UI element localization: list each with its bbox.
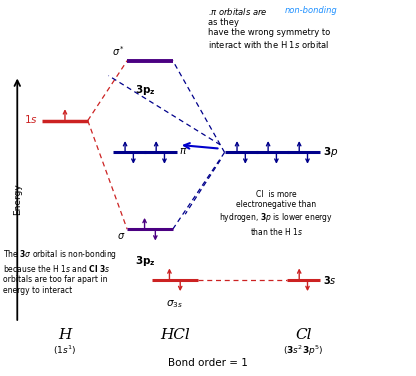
Text: Cl: Cl <box>295 327 312 341</box>
Text: $\sigma_{3s}$: $\sigma_{3s}$ <box>166 299 183 310</box>
Text: The $\mathbf{3}\sigma$ orbital is non-bonding
because the H 1$s$ and $\mathbf{Cl: The $\mathbf{3}\sigma$ orbital is non-bo… <box>3 248 117 294</box>
Text: $\sigma$: $\sigma$ <box>116 231 125 241</box>
Text: $\mathbf{3p_z}$: $\mathbf{3p_z}$ <box>136 83 156 97</box>
Text: as they
have the wrong symmetry to
interact with the H 1$s$ orbital: as they have the wrong symmetry to inter… <box>208 18 330 50</box>
Text: $(1s^1)$: $(1s^1)$ <box>53 343 77 357</box>
Text: $\mathbf{3}s$: $\mathbf{3}s$ <box>323 274 337 286</box>
Text: Energy: Energy <box>13 183 22 215</box>
Text: $(\mathbf{3}s^2\mathbf{3}p^5)$: $(\mathbf{3}s^2\mathbf{3}p^5)$ <box>283 343 324 358</box>
Text: H: H <box>58 327 72 341</box>
Text: $\mathbf{3p_z}$: $\mathbf{3p_z}$ <box>136 253 156 268</box>
Text: non-bonding: non-bonding <box>285 6 337 15</box>
Text: .$\pi$ orbitals are: .$\pi$ orbitals are <box>208 6 268 17</box>
Text: $\pi$: $\pi$ <box>179 146 187 156</box>
Text: Cl  is more
electronegative than
hydrogen, $\mathbf{3}p$ is lower energy
than th: Cl is more electronegative than hydrogen… <box>219 190 333 237</box>
Text: $1s$: $1s$ <box>24 113 38 125</box>
Text: $\mathbf{3}p$: $\mathbf{3}p$ <box>323 146 339 159</box>
Text: $\sigma^*$: $\sigma^*$ <box>112 44 125 58</box>
Text: HCl: HCl <box>160 327 190 341</box>
Text: Bond order = 1: Bond order = 1 <box>168 358 248 368</box>
